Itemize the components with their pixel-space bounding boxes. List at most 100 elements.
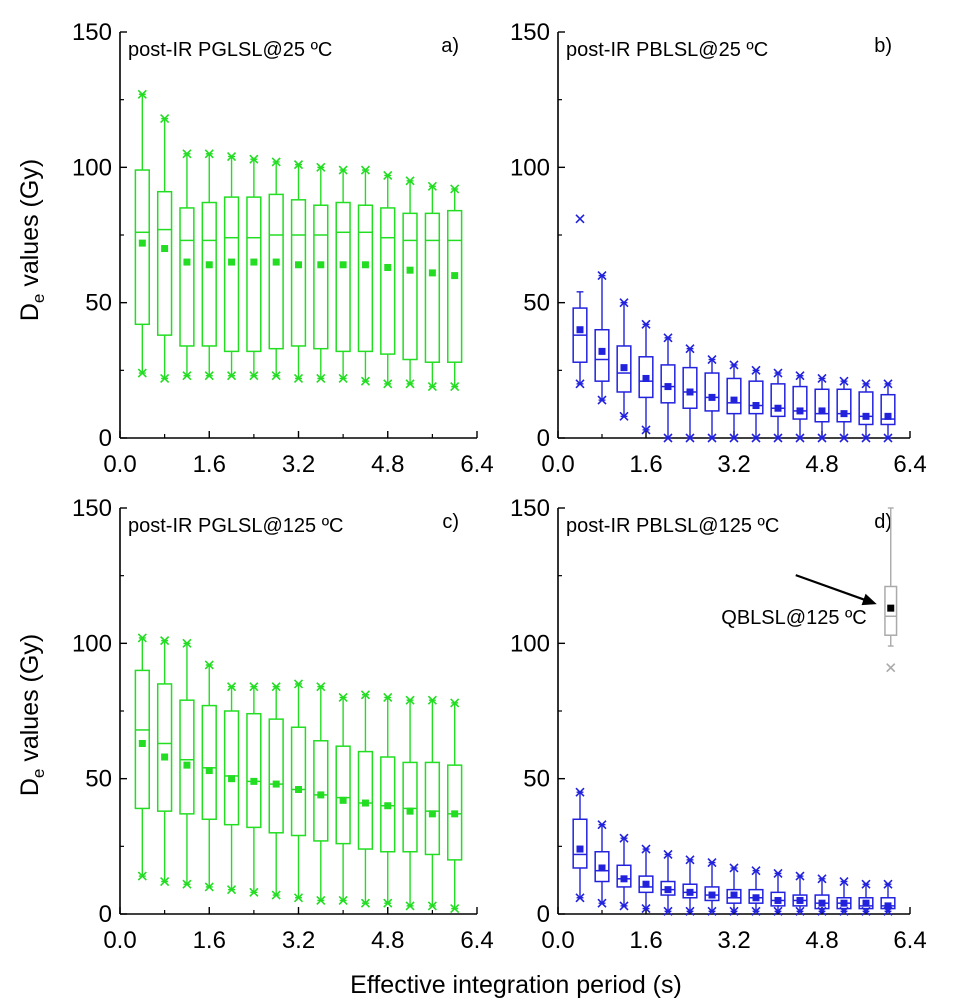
panel-3: 0.0 1.6 3.2 4.8 6.4 0 50 100 150 post-IR PGLSL@12… [72, 495, 494, 954]
box-3 [179, 149, 195, 381]
box-10 [770, 368, 786, 443]
box-min-marker [795, 433, 805, 443]
box-mean [183, 258, 191, 266]
box-max-marker [729, 360, 739, 370]
box-mean [205, 261, 213, 269]
box-min-marker [575, 893, 585, 903]
box-10 [335, 165, 351, 384]
box-box [246, 196, 262, 353]
box-9 [313, 682, 329, 906]
box-mean [228, 775, 236, 783]
box-box [616, 864, 632, 888]
box-mean [796, 407, 804, 415]
box-min-marker [883, 433, 893, 443]
box-box [335, 745, 351, 845]
box-3 [616, 833, 632, 911]
y-tick-label: 150 [72, 495, 112, 522]
box-max-marker [383, 170, 393, 181]
box-max-marker [249, 154, 259, 164]
box-box [179, 699, 195, 815]
box-box [179, 207, 195, 347]
box-5 [660, 333, 676, 443]
box-min-marker [293, 893, 304, 903]
x-tick-label: 0.0 [103, 927, 136, 954]
x-tick-label: 1.6 [629, 451, 662, 478]
box-min-marker [773, 906, 783, 916]
box-max-marker [137, 633, 147, 643]
box-min-marker [751, 906, 761, 916]
box-15 [880, 379, 896, 443]
box-max-marker [575, 787, 585, 797]
box-box [424, 212, 441, 363]
panel-title: post-IR PGLSL@25 ºC [128, 39, 332, 61]
box-mean [730, 396, 738, 404]
box-box [156, 683, 173, 812]
box-max-marker [663, 849, 673, 860]
box-mean [642, 374, 650, 382]
box-max-marker [182, 638, 192, 648]
box-box [402, 761, 418, 853]
y-tick-label: 50 [85, 290, 112, 317]
box-box [134, 169, 150, 326]
box-mean [730, 891, 738, 899]
box-min-marker [427, 382, 437, 392]
box-mean [862, 412, 870, 420]
box-2 [594, 820, 610, 908]
box-max-marker [575, 214, 585, 224]
box-min-marker [773, 433, 783, 443]
y-tick-label: 100 [72, 630, 112, 657]
box-max-marker [839, 376, 849, 386]
box-min-marker [450, 382, 460, 392]
box-mean [576, 326, 584, 334]
box-max-marker [360, 690, 371, 700]
box-13 [836, 876, 852, 916]
box-mean [774, 404, 782, 412]
extra-mean [887, 604, 895, 612]
box-box [660, 364, 676, 404]
box-min-marker [685, 433, 695, 443]
box-box [156, 190, 173, 336]
box-mean [384, 802, 392, 810]
box-mean [774, 896, 782, 904]
box-box [572, 818, 588, 869]
box-box [268, 193, 284, 350]
panel-2: 0.0 1.6 3.2 4.8 6.4 0 50 100 150 post-IR PBLSL@25… [510, 19, 927, 478]
box-min-marker [817, 433, 827, 443]
box-min-marker [641, 904, 651, 914]
box-min-marker [271, 890, 281, 900]
box-max-marker [226, 151, 237, 162]
box-9 [748, 866, 764, 916]
box-max-marker [360, 165, 371, 175]
box-mean [752, 894, 760, 902]
box-max-marker [839, 876, 849, 887]
box-1 [572, 214, 588, 389]
box-box [223, 196, 240, 353]
box-min-marker [338, 895, 348, 906]
box-mean [138, 739, 146, 747]
box-mean [598, 347, 606, 355]
box-max-marker [338, 692, 348, 703]
box-box [748, 380, 764, 415]
box-mean [250, 258, 258, 266]
box-mean [796, 896, 804, 904]
box-mean [686, 888, 694, 896]
box-box [638, 875, 654, 894]
box-min-marker [338, 373, 348, 384]
y-tick-label: 0 [537, 425, 550, 452]
box-box [792, 385, 808, 420]
box-box [335, 201, 351, 353]
x-tick-label: 1.6 [629, 927, 662, 954]
box-min-marker [316, 373, 326, 384]
box-8 [290, 679, 307, 903]
box-box [313, 204, 329, 350]
box-6 [246, 682, 262, 897]
box-min-marker [861, 433, 871, 443]
box-mean [339, 261, 347, 269]
box-min-marker [729, 433, 739, 443]
box-min-marker [839, 433, 849, 443]
x-tick-label: 6.4 [893, 451, 926, 478]
box-max-marker [619, 833, 629, 843]
box-mean [384, 263, 392, 271]
box-box [770, 891, 786, 907]
box-1 [134, 89, 150, 378]
